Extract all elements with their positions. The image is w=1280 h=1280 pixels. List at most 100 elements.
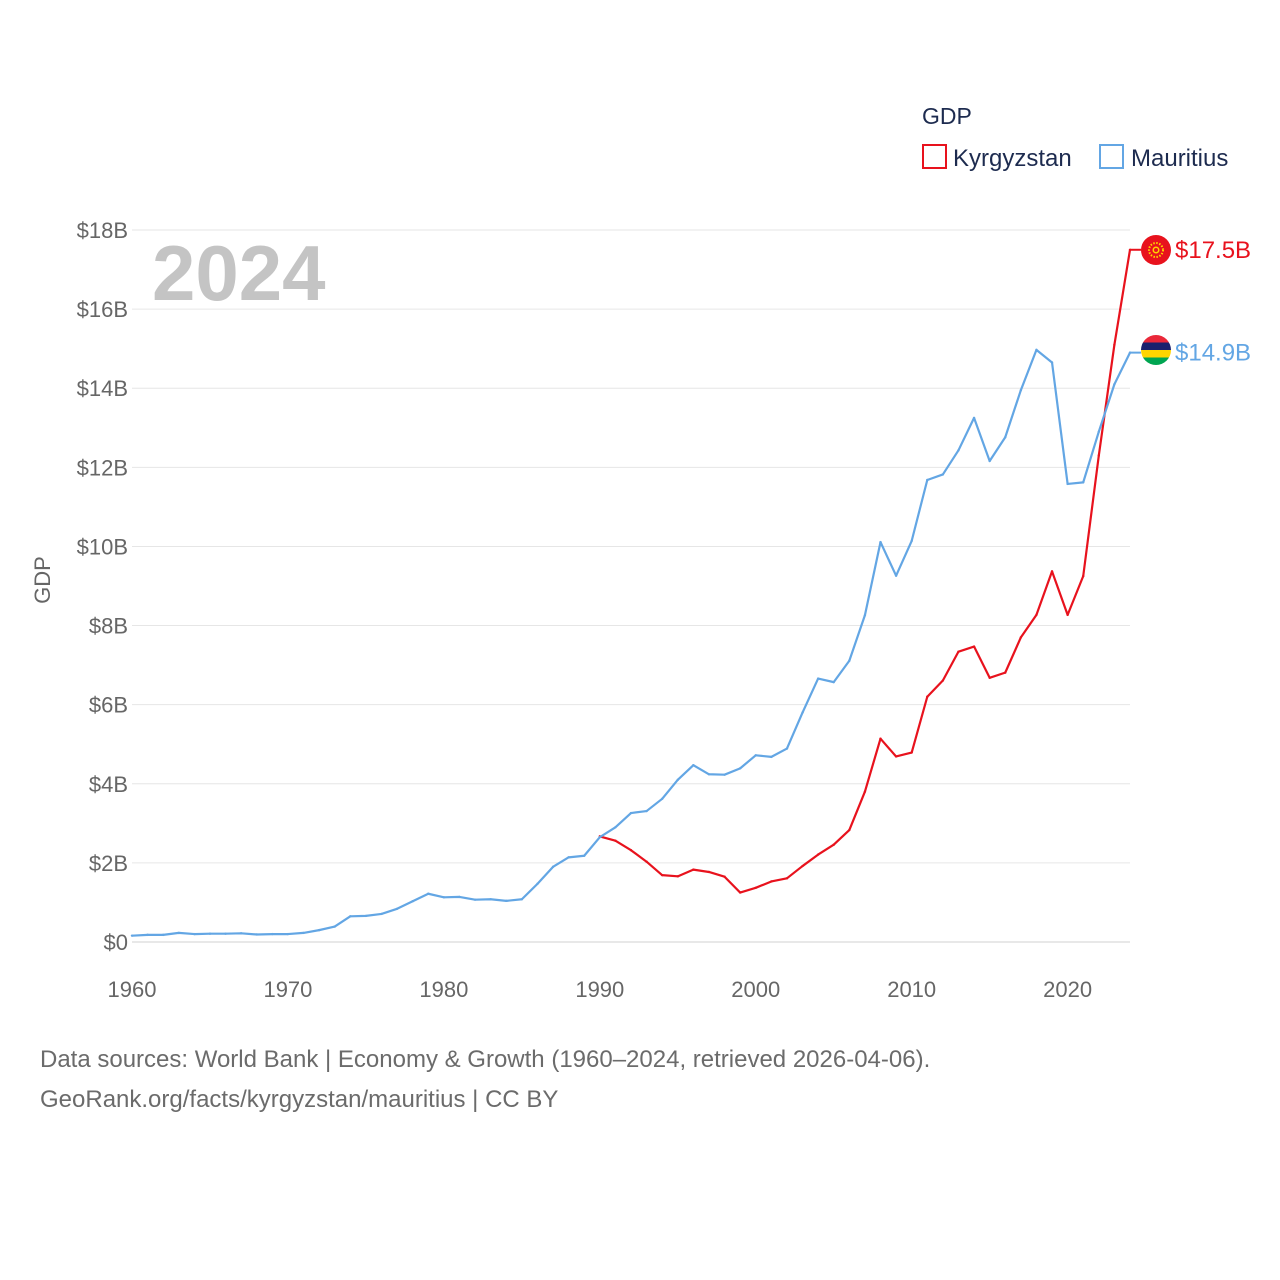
data-point-kyrgyzstan [738,891,742,894]
data-point-kyrgyzstan [894,755,898,758]
data-point-mauritius [692,763,695,767]
y-axis-label: GDP [30,556,55,604]
data-point-mauritius [536,882,539,886]
source-line-1: Data sources: World Bank | Economy & Gro… [40,1046,931,1073]
data-point-mauritius [505,899,508,903]
data-point-mauritius [1097,430,1101,433]
data-point-mauritius [1035,348,1038,352]
data-point-mauritius [614,826,617,829]
data-point-mauritius [208,932,212,935]
year-label: 2024 [152,229,326,317]
data-point-mauritius [707,773,711,776]
data-point-kyrgyzstan [972,645,976,648]
y-axis-ticks: $0 $2B $4B $6B $8B $10B $12B $14B $16B $18B [77,218,128,955]
data-point-mauritius [754,754,757,757]
data-point-kyrgyzstan [988,676,991,679]
legend-swatch-mauritius [1099,144,1124,169]
data-point-mauritius [317,928,321,932]
data-point-kyrgyzstan [707,870,711,874]
data-point-kyrgyzstan [1050,570,1054,573]
gridlines [132,229,1130,943]
data-point-mauritius [458,895,461,899]
legend-label-mauritius: Mauritius [1131,145,1228,172]
data-point-mauritius [926,478,929,482]
x-tick-label: 2020 [1043,977,1092,1002]
series-line-mauritius[interactable] [131,348,1131,937]
data-point-kyrgyzstan [926,695,929,698]
data-point-mauritius [302,931,305,935]
data-point-kyrgyzstan [910,751,913,754]
x-axis-ticks: 1960 1970 1980 1990 2000 2010 2020 [108,977,1093,1002]
legend-item-kyrgyzstan[interactable]: Kyrgyzstan [922,144,1072,172]
data-point-mauritius [988,459,991,463]
y-tick-label: $4B [89,772,128,797]
source-line-2[interactable]: GeoRank.org/facts/kyrgyzstan/mauritius |… [40,1086,559,1113]
data-point-mauritius [1004,436,1007,439]
x-tick-label: 1990 [575,977,624,1002]
data-point-kyrgyzstan [629,849,633,852]
data-point-kyrgyzstan [1113,343,1116,346]
data-point-kyrgyzstan [816,853,820,856]
data-point-kyrgyzstan [692,868,695,871]
data-point-mauritius [972,416,976,420]
data-point-mauritius [1082,481,1085,484]
data-point-mauritius [910,539,913,543]
data-point-kyrgyzstan [676,875,679,878]
end-labels: $17.5B $14.9B [1175,237,1251,367]
data-point-mauritius [395,907,399,910]
y-tick-label: $0 [104,930,128,955]
data-point-mauritius [551,865,555,869]
data-point-mauritius [676,778,679,782]
data-point-kyrgyzstan [863,790,867,793]
data-point-mauritius [738,767,742,770]
data-point-mauritius [489,898,492,901]
x-tick-label: 1980 [419,977,468,1002]
end-value-label-mauritius: $14.9B [1175,340,1251,367]
data-point-kyrgyzstan [957,650,960,653]
data-point-mauritius [629,811,633,815]
data-point-kyrgyzstan [1082,574,1085,578]
legend-item-mauritius[interactable]: Mauritius [1099,144,1228,172]
data-point-mauritius [255,933,258,936]
data-point-kyrgyzstan [1004,671,1007,674]
data-point-mauritius [224,932,227,935]
data-point-mauritius [364,914,368,918]
data-point-mauritius [894,574,898,577]
y-tick-label: $8B [89,614,128,639]
data-point-mauritius [801,711,804,714]
data-point-mauritius [957,449,960,452]
data-point-mauritius [427,892,430,895]
y-tick-label: $14B [77,376,128,401]
data-source-note: Data sources: World Bank | Economy & Gro… [40,1040,930,1120]
data-point-mauritius [567,856,570,859]
data-point-mauritius [848,659,851,662]
y-tick-label: $6B [89,693,128,718]
data-point-mauritius [785,747,789,750]
data-point-kyrgyzstan [660,873,664,877]
data-point-kyrgyzstan [1097,454,1101,457]
data-point-mauritius [177,931,180,935]
data-point-mauritius [380,912,383,916]
data-point-kyrgyzstan [879,737,882,740]
data-point-mauritius [770,755,773,759]
data-point-mauritius [863,614,867,617]
y-tick-label: $18B [77,218,128,243]
legend-swatch-kyrgyzstan [922,144,947,169]
data-point-mauritius [333,925,336,928]
data-point-mauritius [161,933,165,937]
y-tick-label: $10B [77,534,128,559]
x-tick-label: 1960 [108,977,157,1002]
data-point-mauritius [239,932,243,935]
data-point-kyrgyzstan [770,880,773,883]
legend-title: GDP [922,103,972,129]
series-line-kyrgyzstan[interactable] [599,249,1132,894]
data-point-mauritius [473,898,477,901]
data-point-mauritius [1066,482,1069,486]
data-point-mauritius [832,680,835,684]
x-tick-label: 2010 [887,977,936,1002]
data-point-mauritius [411,900,414,903]
data-point-mauritius [598,835,602,839]
data-point-kyrgyzstan [1066,613,1069,617]
mauritius-flag-icon [1141,335,1171,365]
